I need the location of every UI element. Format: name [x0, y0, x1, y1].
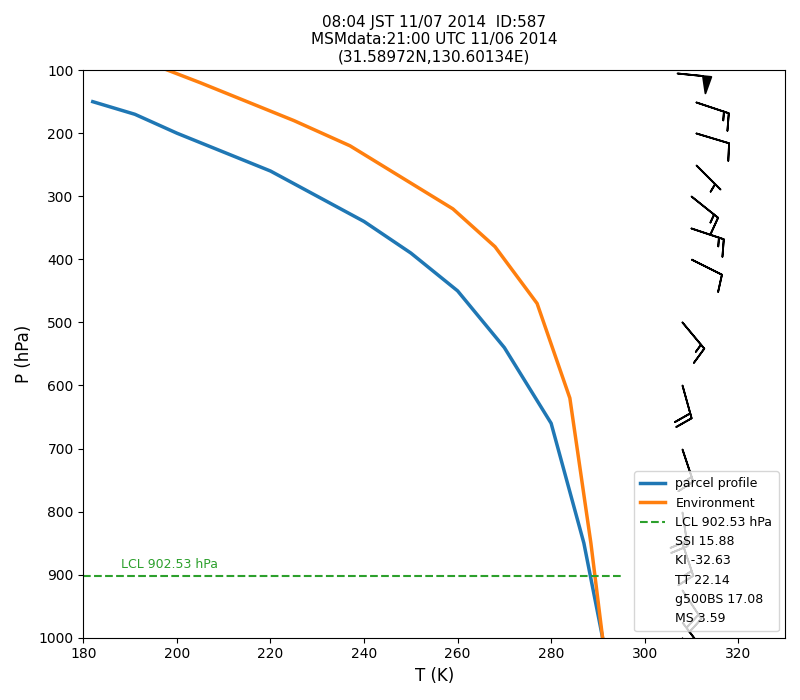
Text: LCL 902.53 hPa: LCL 902.53 hPa — [121, 558, 218, 571]
Environment — [448, 204, 458, 213]
parcel profile — [598, 634, 607, 642]
parcel profile — [579, 539, 589, 547]
parcel profile — [499, 344, 509, 352]
parcel profile — [359, 217, 369, 225]
parcel profile — [219, 148, 229, 156]
Line: Environment: Environment — [167, 70, 602, 638]
parcel profile — [406, 248, 416, 257]
Environment — [586, 539, 596, 547]
Environment — [242, 97, 252, 106]
parcel profile — [313, 192, 322, 200]
parcel profile — [453, 287, 462, 295]
Title: 08:04 JST 11/07 2014  ID:587
MSMdata:21:00 UTC 11/06 2014
(31.58972N,130.60134E): 08:04 JST 11/07 2014 ID:587 MSMdata:21:0… — [311, 15, 558, 65]
parcel profile — [130, 110, 140, 118]
Environment — [532, 300, 542, 308]
parcel profile — [88, 97, 98, 106]
parcel profile — [172, 129, 182, 137]
parcel profile — [266, 167, 275, 175]
X-axis label: T (K): T (K) — [414, 667, 454, 685]
Environment — [346, 141, 355, 150]
Y-axis label: P (hPa): P (hPa) — [15, 325, 33, 383]
Environment — [598, 634, 607, 642]
Environment — [289, 116, 298, 125]
Environment — [490, 242, 500, 251]
parcel profile — [546, 419, 556, 428]
Environment — [397, 173, 406, 181]
Environment — [565, 394, 574, 402]
Legend: parcel profile, Environment, LCL 902.53 hPa, SSI 15.88, KI -32.63, TT 22.14, g50: parcel profile, Environment, LCL 902.53 … — [634, 471, 778, 631]
Environment — [195, 78, 205, 87]
Line: parcel profile: parcel profile — [93, 102, 602, 638]
Environment — [162, 66, 172, 74]
